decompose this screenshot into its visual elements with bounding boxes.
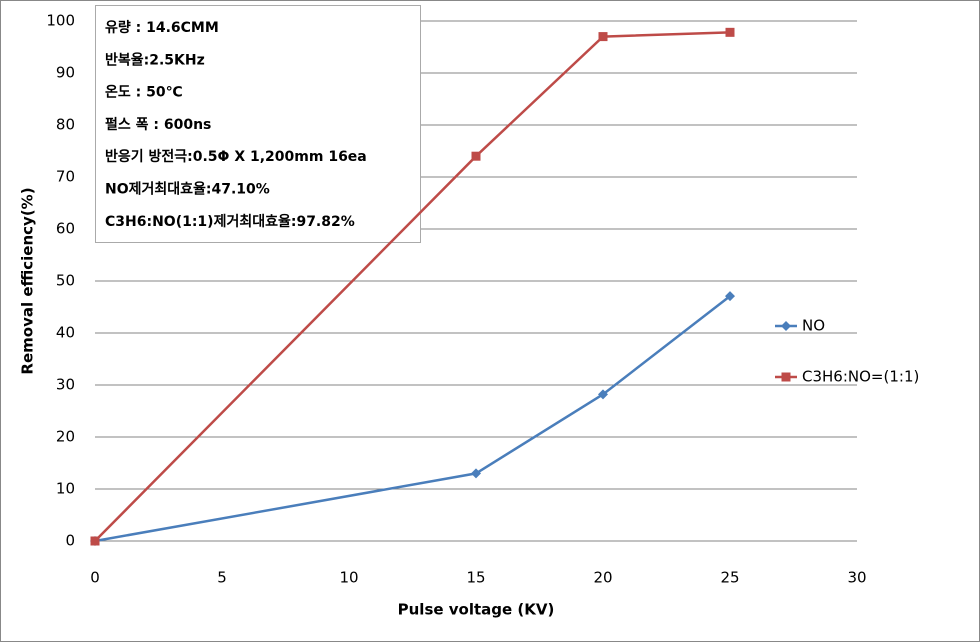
series-line xyxy=(94,31,731,542)
y-tick-label: 60 xyxy=(56,220,75,238)
x-tick-label: 10 xyxy=(339,569,358,587)
marker xyxy=(598,32,608,42)
marker xyxy=(471,468,481,479)
y-tick-label: 20 xyxy=(56,428,75,446)
x-tick-label: 30 xyxy=(847,569,866,587)
y-tick-label: 50 xyxy=(56,272,75,290)
marker xyxy=(598,389,608,400)
marker xyxy=(90,536,100,546)
y-axis-label: Removal efficiency(%) xyxy=(19,187,37,374)
x-tick-label: 5 xyxy=(217,569,227,587)
y-tick-label: 70 xyxy=(56,168,75,186)
y-tick-label: 0 xyxy=(65,532,75,550)
x-tick-label: 20 xyxy=(593,569,612,587)
annotation: 반복율:2.5KHz xyxy=(105,51,205,68)
y-tick-label: 90 xyxy=(56,64,75,82)
annotation: 온도 : 50℃ xyxy=(105,85,183,101)
annotation: NO제거최대효율:47.10% xyxy=(105,181,270,198)
marker xyxy=(781,321,791,331)
x-axis-label: Pulse voltage (KV) xyxy=(398,601,555,619)
annotation: 펄스 폭 : 600ns xyxy=(105,116,211,133)
y-tick-label: 10 xyxy=(56,480,75,498)
y-tick-label: 100 xyxy=(46,12,75,30)
marker xyxy=(725,291,735,302)
annotation: C3H6:NO(1:1)제거최대효율:97.82% xyxy=(105,213,355,230)
marker xyxy=(781,372,791,382)
y-tick-label: 40 xyxy=(56,324,75,342)
marker xyxy=(725,27,735,37)
y-tick-label: 80 xyxy=(56,116,75,134)
annotation-box xyxy=(95,5,421,243)
series-line xyxy=(94,295,731,543)
annotation: 유량 : 14.6CMM xyxy=(105,20,219,36)
x-tick-label: 15 xyxy=(466,569,485,587)
y-tick-label: 30 xyxy=(56,376,75,394)
x-tick-label: 25 xyxy=(720,569,739,587)
legend-label: NO xyxy=(802,317,825,335)
annotation: 반응기 방전극:0.5Φ X 1,200mm 16ea xyxy=(105,148,367,165)
legend-label: C3H6:NO=(1:1) xyxy=(802,368,919,386)
marker xyxy=(471,151,481,161)
x-tick-label: 0 xyxy=(90,569,100,587)
